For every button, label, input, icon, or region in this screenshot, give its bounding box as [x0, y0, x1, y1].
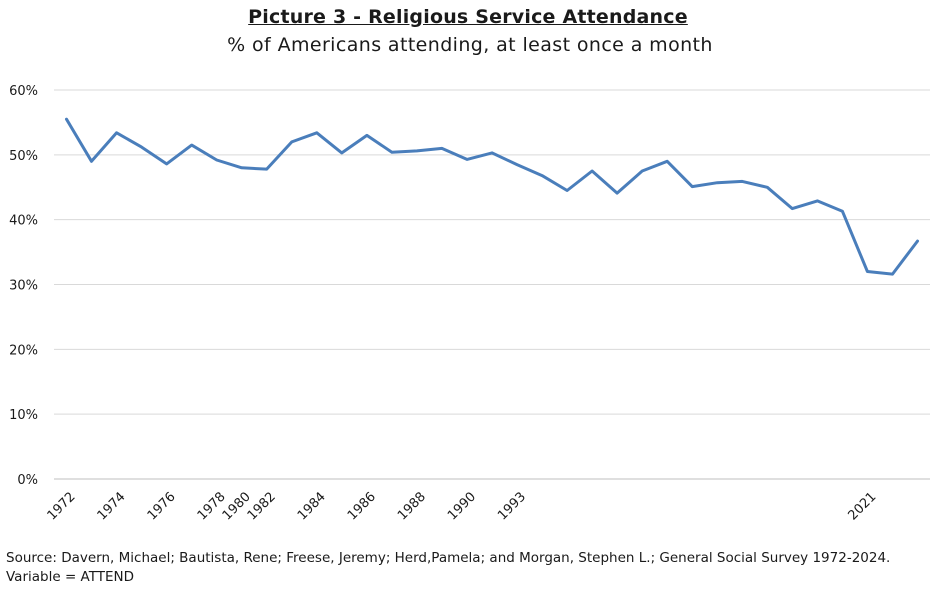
data-point	[165, 162, 168, 166]
data-point	[615, 191, 619, 195]
line-chart: 0% 10% 20% 30% 40% 50% 60% 1972 1974 1976 19781980…	[9, 84, 930, 523]
data-point	[465, 158, 469, 161]
y-tick-label: 0%	[17, 473, 38, 488]
x-tick-label: 2021	[845, 489, 879, 523]
data-point	[315, 131, 318, 134]
data-point	[440, 147, 444, 150]
source-note: Source: Davern, Michael; Bautista, Rene;…	[6, 550, 891, 585]
data-point	[540, 174, 544, 177]
data-point	[816, 199, 819, 203]
x-tick-label: 1990	[445, 489, 479, 523]
data-point	[215, 158, 218, 162]
x-tick-label: 1984	[295, 489, 329, 523]
x-tick-label: 1993	[495, 489, 529, 523]
chart-title: Picture 3 - Religious Service Attendance	[248, 6, 688, 28]
data-point	[365, 134, 369, 137]
data-point	[766, 186, 769, 189]
data-point	[791, 207, 794, 210]
data-point	[290, 140, 293, 144]
data-point	[490, 151, 494, 155]
data-point	[590, 169, 594, 173]
x-tick-label: 1978	[195, 489, 229, 523]
data-point	[565, 189, 569, 192]
series-line	[65, 117, 919, 276]
data-point	[866, 270, 869, 273]
y-tick-label: 60%	[9, 84, 38, 99]
y-tick-label: 10%	[9, 408, 38, 423]
data-point	[240, 166, 243, 169]
y-tick-label: 30%	[9, 279, 38, 294]
data-point	[390, 151, 394, 154]
data-point	[891, 272, 894, 276]
data-point	[90, 160, 93, 163]
chart-subtitle: % of Americans attending, at least once …	[227, 34, 713, 56]
data-point	[691, 185, 694, 188]
x-tick-label: 1986	[345, 489, 379, 523]
y-tick-label: 20%	[9, 343, 38, 358]
x-tick-label: 1988	[395, 489, 429, 523]
data-point	[265, 167, 268, 171]
data-point	[666, 160, 669, 163]
data-point	[741, 180, 744, 183]
data-point	[640, 169, 644, 173]
x-tick-label: 1982	[245, 489, 279, 523]
data-point	[716, 181, 719, 184]
y-tick-label: 50%	[9, 149, 38, 164]
x-tick-label: 1976	[145, 489, 179, 523]
data-point	[115, 131, 118, 134]
y-tick-label: 40%	[9, 214, 38, 229]
x-tick-label: 1980	[220, 489, 254, 523]
x-tick-label: 1972	[45, 489, 79, 523]
data-point	[190, 143, 193, 147]
x-tick-label: 1974	[95, 489, 129, 523]
data-point	[515, 163, 519, 166]
data-point	[140, 145, 143, 149]
data-point	[916, 239, 919, 243]
data-point	[841, 210, 844, 213]
data-point	[65, 117, 68, 121]
data-point	[340, 151, 344, 155]
data-point	[415, 149, 419, 153]
